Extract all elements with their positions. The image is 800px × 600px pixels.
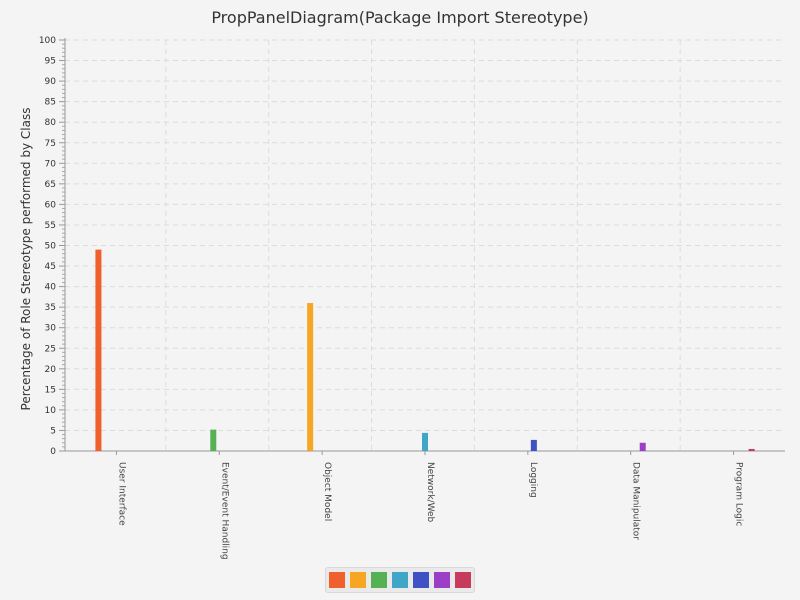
y-tick-label: 65: [45, 180, 56, 190]
legend-swatch: [455, 572, 471, 588]
y-tick-label: 50: [45, 242, 57, 252]
y-tick-label: 90: [45, 77, 57, 87]
y-axis: 0 5 10 15 20 25 30 35 40 45 50 55 60 65 70 75 80 85 90 95 10…: [39, 36, 785, 457]
x-tick-label: Logging: [528, 462, 538, 498]
y-tick-label: 30: [45, 324, 57, 334]
y-tick-label: 100: [39, 36, 56, 46]
y-tick-label: 0: [50, 447, 56, 457]
bar: [639, 442, 646, 451]
bar: [748, 448, 755, 451]
legend: [325, 567, 475, 593]
x-tick-label: Data Manipulator: [631, 462, 641, 540]
x-tick-label: Program Logic: [734, 462, 744, 526]
y-tick-label: 5: [50, 426, 56, 436]
grid-lines: [65, 39, 785, 451]
y-tick-label: 80: [45, 118, 57, 128]
y-tick-label: 60: [45, 200, 57, 210]
x-tick-label: Network/Web: [425, 462, 435, 523]
bar: [422, 432, 428, 451]
y-tick-label: 85: [45, 98, 56, 108]
y-tick-label: 25: [45, 344, 56, 354]
bars: [95, 249, 755, 451]
y-tick-label: 75: [45, 139, 56, 149]
x-axis: User Interface Event/Event Handling Object…: [115, 451, 744, 560]
bar: [307, 303, 314, 451]
y-tick-label: 10: [45, 406, 57, 416]
bar: [95, 249, 102, 451]
x-tick-label: Event/Event Handling: [219, 462, 229, 560]
legend-swatch: [392, 572, 408, 588]
y-tick-label: 45: [45, 262, 56, 272]
y-tick-label: 15: [45, 385, 56, 395]
legend-swatch: [413, 572, 429, 588]
y-tick-label: 20: [45, 365, 57, 375]
legend-swatch: [434, 572, 450, 588]
y-tick-label: 95: [45, 57, 56, 67]
y-tick-label: 70: [45, 159, 57, 169]
legend-swatch: [329, 572, 345, 588]
x-tick-label: User Interface: [116, 462, 126, 526]
bar: [530, 439, 537, 451]
legend-swatch: [371, 572, 387, 588]
chart-title: PropPanelDiagram(Package Import Stereoty…: [211, 8, 589, 27]
legend-swatch: [350, 572, 366, 588]
y-tick-label: 55: [45, 221, 56, 231]
bar: [210, 429, 217, 451]
x-tick-label: Object Model: [322, 462, 332, 521]
y-tick-label: 35: [45, 303, 56, 313]
y-tick-label: 40: [45, 283, 57, 293]
